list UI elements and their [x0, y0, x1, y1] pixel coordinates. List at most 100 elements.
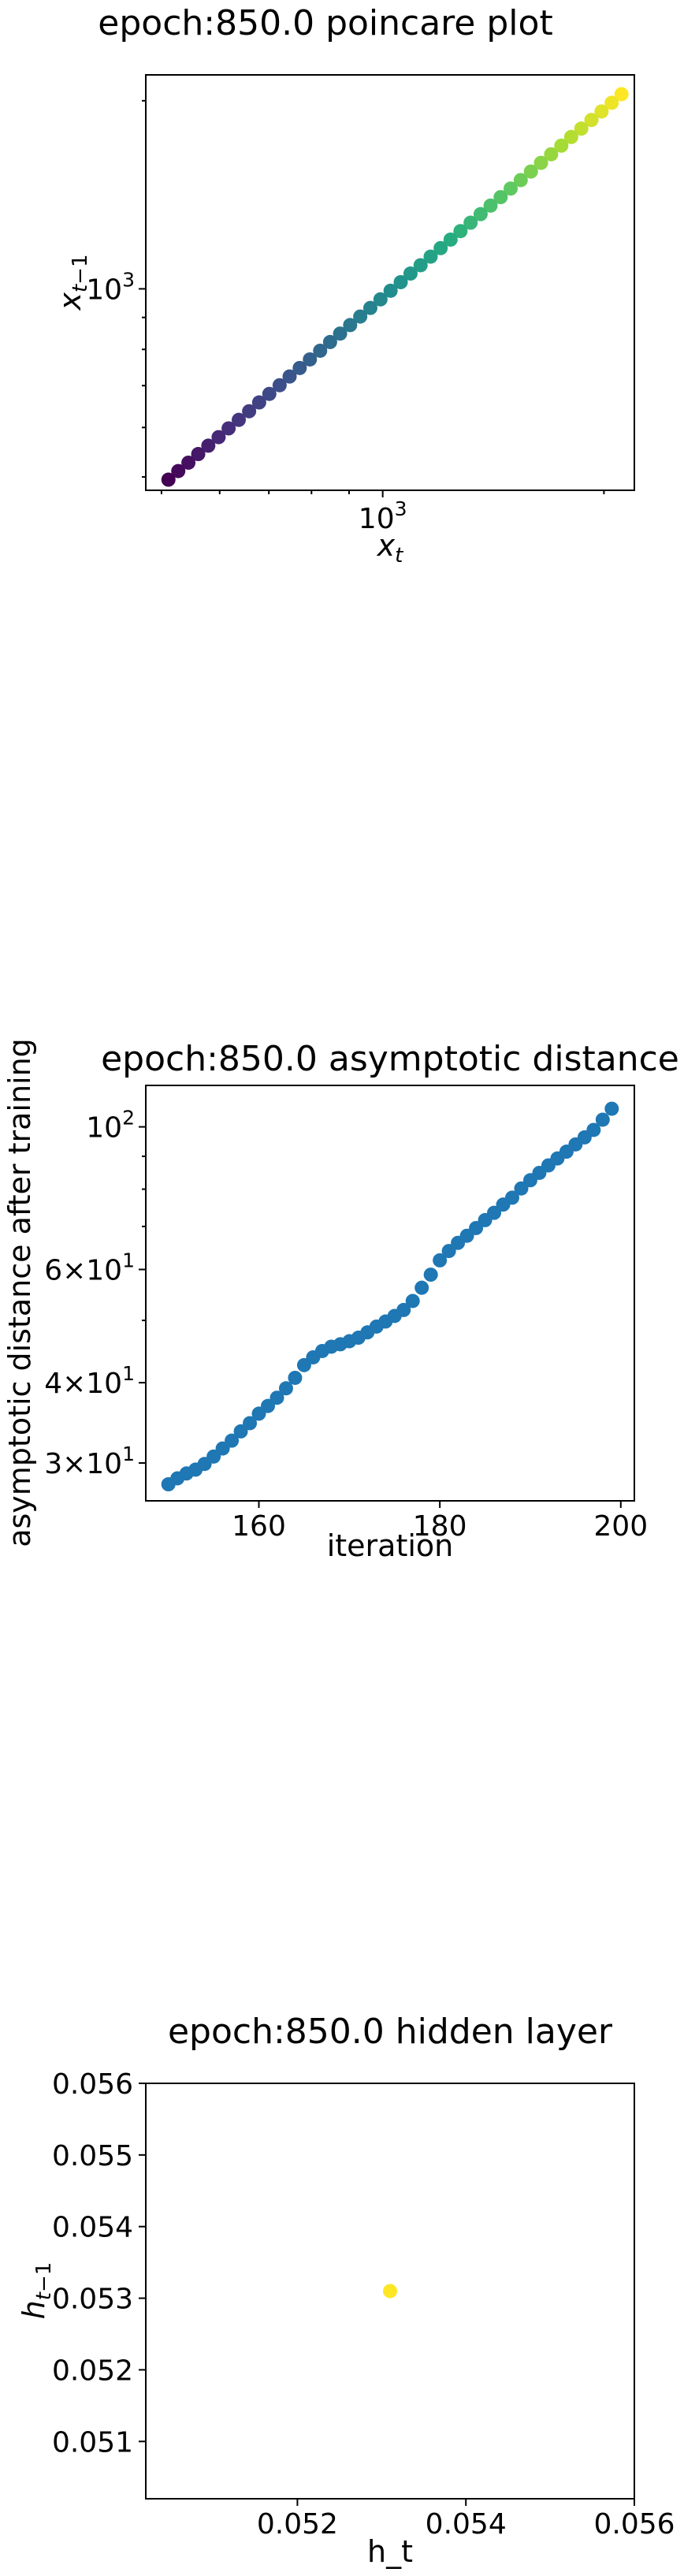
asymptotic-point: [487, 1205, 502, 1220]
poincare-point: [343, 318, 358, 333]
hidden-points: [383, 2284, 397, 2299]
poincare-chart-title: epoch:850.0 poincare plot: [98, 3, 552, 43]
poincare-point: [272, 378, 287, 393]
poincare-point: [554, 138, 569, 153]
poincare-point: [463, 215, 478, 230]
poincare-point: [443, 232, 458, 247]
asymptotic-y-tick-label: 6×101: [44, 1249, 135, 1287]
poincare-point: [161, 472, 176, 487]
hidden-y-label: ht−1: [17, 2262, 56, 2320]
asymptotic-point: [414, 1280, 429, 1295]
poincare-points: [161, 87, 629, 487]
asymptotic-point: [233, 1424, 248, 1439]
poincare-y-label: xt−1: [53, 254, 92, 311]
asymptotic-y-tick-label: 4×101: [44, 1362, 135, 1400]
poincare-point: [594, 104, 609, 119]
hidden-x-tick-label: 0.052: [257, 2508, 338, 2541]
poincare-point: [201, 438, 216, 453]
poincare-point: [493, 190, 508, 205]
asymptotic-point: [288, 1370, 303, 1385]
poincare-point: [353, 309, 368, 324]
poincare-point: [574, 121, 589, 136]
poincare-point: [171, 463, 186, 478]
poincare-point: [423, 249, 438, 264]
hidden-y-tick-label: 0.054: [52, 2212, 133, 2244]
poincare-point: [483, 198, 498, 213]
asymptotic-x-label: iteration: [327, 1528, 454, 1563]
poincare-point: [362, 300, 377, 315]
asymptotic-points: [161, 1101, 619, 1492]
poincare-point: [453, 224, 468, 239]
asymptotic-point: [278, 1381, 293, 1396]
poincare-point: [333, 326, 348, 341]
poincare-point: [403, 266, 418, 281]
poincare-point: [262, 386, 277, 401]
poincare-point: [544, 147, 559, 162]
hidden-y-tick-label: 0.052: [52, 2355, 133, 2387]
hidden-x-tick-label: 0.056: [593, 2508, 675, 2541]
poincare-x-label: xt: [377, 528, 404, 568]
hidden-plot-frame: [145, 2083, 635, 2500]
asymptotic-point: [595, 1112, 610, 1127]
poincare-point: [433, 240, 448, 255]
hidden-y-tick-label: 0.051: [52, 2426, 133, 2459]
hidden-y-tick-label: 0.056: [52, 2068, 133, 2101]
hidden-y-tick-label: 0.055: [52, 2140, 133, 2172]
hidden-y-tick-label: 0.053: [52, 2284, 133, 2316]
asymptotic-point: [433, 1253, 448, 1268]
asymptotic-point: [243, 1416, 258, 1431]
asymptotic-point: [505, 1190, 519, 1205]
hidden-layer-chart: epoch:850.0 hidden layer 0.052 0.054 0.056…: [17, 2012, 675, 2569]
poincare-point: [322, 334, 337, 349]
hidden-x-tick-label: 0.054: [426, 2508, 507, 2541]
poincare-point: [292, 360, 307, 375]
asymptotic-plot-frame: [145, 1085, 635, 1502]
poincare-point: [533, 155, 548, 170]
poincare-point: [373, 292, 388, 307]
asymptotic-x-tick-label: 180: [413, 1510, 467, 1543]
asymptotic-point: [423, 1268, 438, 1282]
poincare-point: [503, 181, 518, 196]
poincare-point: [232, 412, 247, 427]
poincare-y-tick-label: 103: [86, 268, 135, 306]
poincare-point: [614, 87, 629, 102]
poincare-ticks: 103 103: [86, 99, 605, 535]
asymptotic-point: [225, 1433, 240, 1448]
asymptotic-y-tick-label: 102: [86, 1107, 135, 1145]
poincare-point: [393, 274, 408, 289]
asymptotic-chart-title: epoch:850.0 asymptotic distance: [101, 1039, 679, 1079]
poincare-point: [604, 95, 619, 110]
poincare-point: [313, 343, 328, 358]
asymptotic-y-label: asymptotic distance after training: [2, 1038, 37, 1547]
asymptotic-point: [206, 1449, 221, 1464]
poincare-point: [584, 113, 599, 128]
poincare-point: [523, 164, 538, 179]
asymptotic-point: [514, 1181, 529, 1196]
asymptotic-point: [586, 1122, 601, 1137]
poincare-point: [181, 455, 196, 470]
asymptotic-point: [270, 1390, 284, 1405]
asymptotic-x-tick-label: 200: [593, 1510, 648, 1543]
poincare-x-tick-label: 103: [359, 497, 407, 535]
poincare-point: [513, 173, 528, 188]
asymptotic-distance-chart: epoch:850.0 asymptotic distance 160 180 20…: [2, 1038, 679, 1563]
poincare-point: [473, 207, 488, 221]
poincare-chart: epoch:850.0 poincare plot 103 103 xt xt−1: [53, 3, 635, 568]
poincare-point: [211, 430, 226, 445]
asymptotic-y-tick-label: 3×101: [44, 1442, 135, 1480]
asymptotic-point: [396, 1302, 411, 1317]
hidden-chart-title: epoch:850.0 hidden layer: [168, 2012, 613, 2052]
hidden-point: [383, 2284, 397, 2299]
asymptotic-ticks: 160 180 200 3×101 4×101 6×101 102: [44, 1107, 648, 1543]
poincare-point: [282, 369, 297, 384]
poincare-point: [221, 421, 236, 436]
poincare-point: [191, 447, 206, 462]
poincare-point: [303, 352, 318, 367]
poincare-point: [242, 404, 257, 419]
poincare-point: [383, 283, 398, 298]
poincare-point: [251, 395, 266, 410]
poincare-plot-frame: [145, 74, 635, 491]
asymptotic-point: [604, 1101, 619, 1116]
asymptotic-point: [441, 1244, 456, 1259]
